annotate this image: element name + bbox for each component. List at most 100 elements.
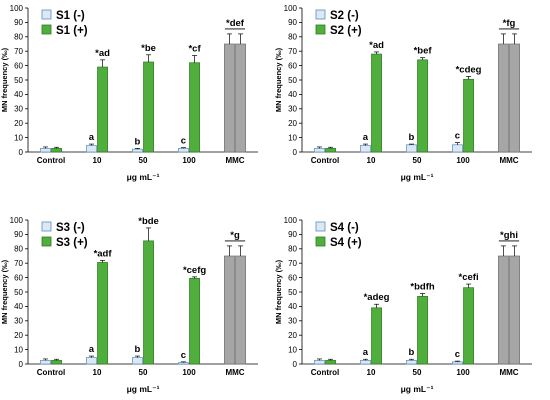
bar-minus-1: [86, 357, 97, 365]
chart-panel-2: 0 10 20 30 40 50 60 70 80 90 100 MN frequency (‰) Co…: [274, 4, 532, 182]
y-tick-label: 30: [14, 317, 23, 326]
y-tick-label: 10: [14, 345, 23, 354]
legend-swatch: [315, 236, 326, 247]
y-tick-label: 30: [288, 317, 297, 326]
bar-minus-0: [40, 148, 51, 153]
y-tick-label: 50: [14, 76, 23, 85]
bar-minus-4: [498, 43, 509, 153]
significance-label: b: [409, 347, 415, 358]
x-tick-label: Control: [311, 156, 339, 165]
legend-swatch: [41, 24, 52, 35]
significance-label: *bdfh: [410, 281, 434, 292]
y-tick-label: 0: [293, 360, 298, 369]
y-tick-label: 40: [288, 302, 297, 311]
chart-panel-3: 0 10 20 30 40 50 60 70 80 90 100 MN frequency (‰) Co…: [0, 216, 258, 394]
x-tick-label: 100: [182, 368, 196, 377]
significance-label: b: [135, 136, 141, 147]
bar-plus-3: [189, 62, 200, 153]
significance-label: c: [455, 349, 460, 360]
legend-swatch: [41, 221, 52, 232]
significance-label: b: [409, 132, 415, 143]
legend-label: S1 (+): [56, 25, 88, 37]
y-tick-label: 60: [288, 61, 297, 70]
bar-minus-3: [452, 361, 463, 365]
significance-label: c: [181, 350, 186, 361]
significance-label: b: [135, 344, 141, 355]
x-tick-label: MMC: [499, 368, 518, 377]
x-tick-label: 50: [413, 156, 422, 165]
y-tick-label: 80: [288, 33, 297, 42]
y-tick-label: 10: [288, 133, 297, 142]
y-axis-label: MN frequency (‰): [0, 47, 9, 112]
legend-label: S2 (+): [330, 25, 362, 37]
legend-swatch: [315, 9, 326, 20]
bar-plus-4: [235, 43, 246, 153]
y-tick-label: 50: [14, 288, 23, 297]
y-tick-label: 60: [288, 273, 297, 282]
x-axis-label: μg mL⁻¹: [127, 384, 160, 394]
bar-plus-4: [509, 43, 520, 153]
x-axis-label: μg mL⁻¹: [127, 172, 160, 182]
bar-minus-4: [224, 255, 235, 365]
bar-plus-1: [97, 66, 108, 153]
bar-plus-1: [97, 262, 108, 365]
bar-plus-2: [143, 240, 154, 365]
significance-label: *bef: [414, 46, 433, 57]
bar-plus-0: [325, 148, 336, 153]
y-tick-label: 60: [14, 273, 23, 282]
bar-plus-0: [325, 360, 336, 365]
y-tick-label: 90: [288, 230, 297, 239]
significance-label: *adeg: [364, 292, 390, 303]
y-tick-label: 10: [14, 133, 23, 142]
y-tick-label: 10: [288, 345, 297, 354]
x-tick-label: 10: [93, 156, 102, 165]
y-tick-label: 30: [288, 105, 297, 114]
x-tick-label: 50: [139, 156, 148, 165]
bar-minus-0: [314, 360, 325, 365]
legend-label: S4 (+): [330, 237, 362, 249]
y-tick-label: 80: [14, 245, 23, 254]
y-tick-label: 80: [288, 245, 297, 254]
y-axis-label: MN frequency (‰): [0, 259, 9, 324]
legend-swatch: [41, 9, 52, 20]
significance-label: a: [89, 132, 95, 143]
significance-label: a: [363, 132, 369, 143]
significance-label: *ad: [95, 48, 110, 59]
x-tick-label: 10: [367, 368, 376, 377]
significance-label: *cefg: [183, 265, 206, 276]
y-tick-label: 20: [288, 331, 297, 340]
significance-label: *ghi: [500, 230, 518, 241]
bar-minus-3: [178, 148, 189, 153]
x-tick-label: 50: [413, 368, 422, 377]
x-axis-label: μg mL⁻¹: [401, 384, 434, 394]
y-tick-label: 100: [10, 216, 24, 225]
chart-panel-1: 0 10 20 30 40 50 60 70 80 90 100 MN frequency (‰) Co…: [0, 4, 258, 182]
legend-swatch: [315, 221, 326, 232]
significance-label: *def: [226, 18, 245, 29]
significance-label: *g: [230, 230, 240, 241]
y-tick-label: 0: [293, 148, 298, 157]
significance-label: c: [455, 131, 460, 142]
significance-label: *be: [141, 43, 156, 54]
y-tick-label: 50: [288, 76, 297, 85]
bar-minus-1: [360, 360, 371, 365]
x-tick-label: Control: [37, 368, 65, 377]
bar-plus-2: [417, 59, 428, 153]
x-tick-label: 100: [456, 368, 470, 377]
x-tick-label: 100: [182, 156, 196, 165]
y-tick-label: 100: [284, 4, 298, 13]
chart-panel-4: 0 10 20 30 40 50 60 70 80 90 100 MN frequency (‰) Co…: [274, 216, 532, 394]
y-tick-label: 90: [288, 18, 297, 27]
bar-plus-4: [235, 255, 246, 365]
bar-minus-3: [178, 362, 189, 365]
bar-minus-1: [86, 145, 97, 153]
bar-plus-3: [189, 277, 200, 365]
bar-minus-0: [40, 360, 51, 365]
significance-label: *fg: [503, 18, 516, 29]
y-axis-label: MN frequency (‰): [274, 259, 283, 324]
x-tick-label: Control: [311, 368, 339, 377]
bar-minus-3: [452, 144, 463, 153]
bar-minus-2: [406, 144, 417, 153]
bar-minus-2: [406, 360, 417, 365]
